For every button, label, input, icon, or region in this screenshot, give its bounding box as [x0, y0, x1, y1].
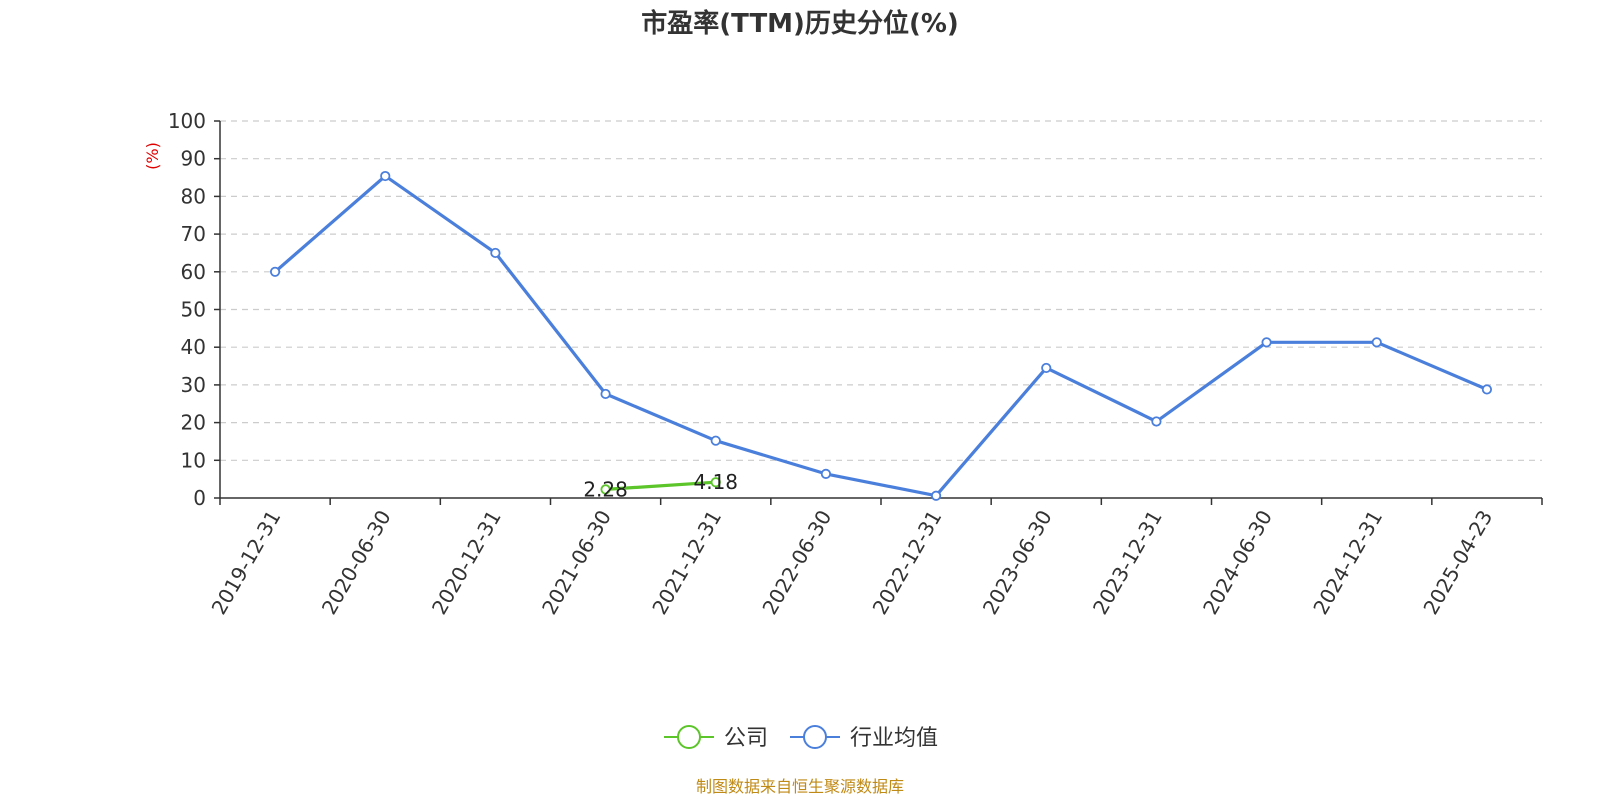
x-tick-label: 2023-06-30 [978, 506, 1057, 619]
x-tick-label: 2025-04-23 [1418, 506, 1497, 619]
y-tick-label: 10 [181, 448, 206, 472]
data-point [1481, 384, 1493, 395]
data-point [269, 266, 281, 277]
y-axis-label: (%) [143, 142, 162, 170]
y-tick-label: 50 [181, 298, 206, 322]
data-point [1041, 362, 1052, 374]
data-point [1261, 337, 1272, 348]
y-tick-label: 30 [181, 373, 206, 397]
data-point [600, 484, 611, 495]
data-point [710, 435, 721, 446]
gridlines [220, 120, 1542, 461]
legend-marker [803, 725, 827, 749]
data-label: 2.28 [583, 477, 628, 501]
data-point [1151, 416, 1162, 427]
y-tick-label: 0 [193, 486, 206, 510]
legend-item-0[interactable]: 公司 [664, 725, 768, 751]
data-point [930, 490, 942, 501]
legend-item-1[interactable]: 行业均值 [790, 725, 938, 751]
data-point [710, 477, 721, 488]
x-tick-label: 2021-12-31 [647, 506, 726, 619]
data-point [490, 247, 501, 259]
y-tick-label: 40 [181, 335, 206, 359]
x-tick-label: 2019-12-31 [207, 506, 286, 619]
x-tick-label: 2024-12-31 [1308, 506, 1387, 619]
y-tick-label: 100 [168, 109, 206, 133]
chart-title: 市盈率(TTM)历史分位(%) [641, 8, 959, 39]
y-tick-label: 80 [181, 184, 206, 208]
y-tick-label: 70 [181, 222, 206, 246]
x-tick-label: 2022-12-31 [868, 506, 947, 619]
legend-label: 行业均值 [850, 726, 938, 751]
data-label: 4.18 [693, 470, 738, 494]
data-point [820, 468, 832, 479]
x-tick-label: 2024-06-30 [1198, 506, 1277, 619]
legend-marker [677, 725, 701, 749]
y-tick-label: 90 [181, 147, 206, 171]
x-tick-label: 2022-06-30 [757, 506, 836, 619]
y-tick-label: 60 [181, 260, 206, 284]
series-line-0 [605, 480, 716, 491]
series-layer [269, 170, 1493, 501]
x-tick-label: 2020-12-31 [427, 506, 506, 619]
x-tick-label: 2020-06-30 [317, 506, 396, 619]
data-point [600, 388, 611, 400]
y-tick-label: 20 [181, 411, 206, 435]
source-note: 制图数据来自恒生聚源数据库 [696, 777, 904, 796]
data-labels: 2.28 4.18 [583, 470, 738, 501]
data-point [380, 170, 391, 182]
data-point [1371, 337, 1382, 348]
x-tick-label: 2023-12-31 [1088, 506, 1167, 619]
series-line-1 [274, 174, 1488, 498]
legend-label: 公司 [724, 726, 768, 751]
x-tick-label: 2021-06-30 [537, 506, 616, 619]
legend[interactable]: 公司 行业均值 [664, 725, 938, 751]
